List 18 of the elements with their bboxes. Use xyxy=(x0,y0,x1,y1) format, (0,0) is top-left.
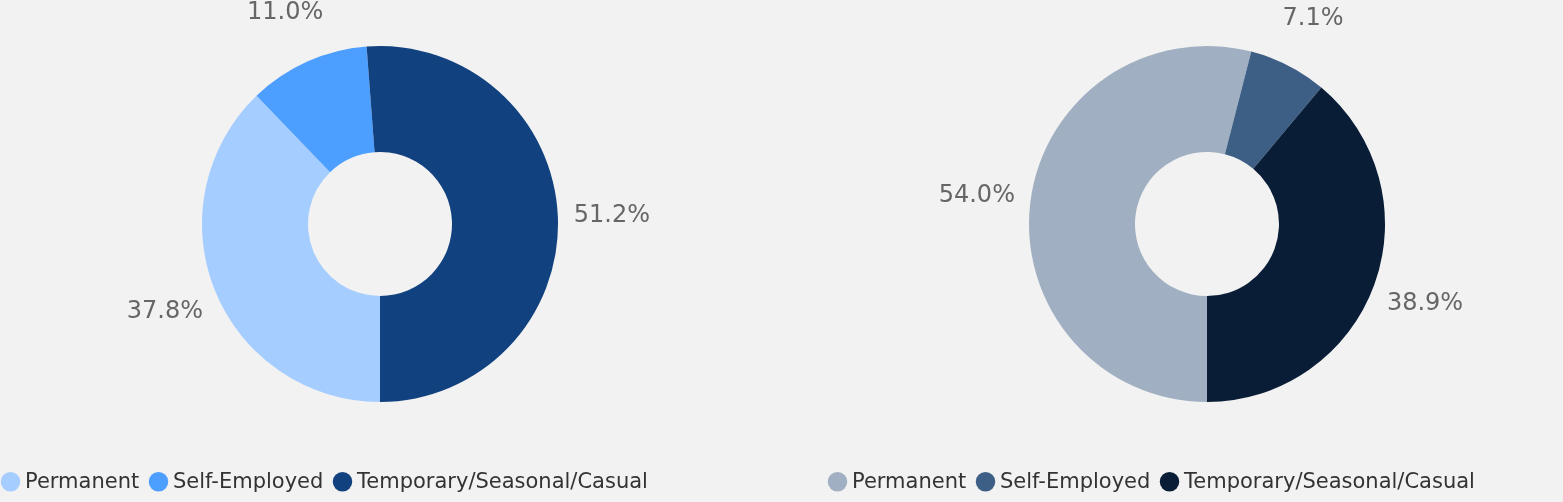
donut-slice xyxy=(202,95,380,402)
data-label: 54.0% xyxy=(938,179,1015,208)
data-label: 51.2% xyxy=(573,200,650,229)
data-label: 37.8% xyxy=(126,295,203,324)
legend-label: Temporary/Seasonal/Casual xyxy=(356,468,648,493)
donut-slice xyxy=(1029,46,1252,402)
donut-slice xyxy=(366,46,558,402)
data-label: 38.9% xyxy=(1386,288,1464,317)
legend-label: Temporary/Seasonal/Casual xyxy=(1183,468,1475,493)
legend-label: Permanent xyxy=(852,468,967,493)
data-label: 7.1% xyxy=(1282,2,1344,31)
donut-slice xyxy=(1224,51,1322,169)
data-label: 11.0% xyxy=(247,0,324,26)
legend-label: Self-Employed xyxy=(173,468,324,493)
legend-label: Self-Employed xyxy=(1000,468,1151,493)
legend-label: Permanent xyxy=(25,468,140,493)
donut-slice xyxy=(256,46,375,173)
donut-slice xyxy=(1207,87,1385,402)
